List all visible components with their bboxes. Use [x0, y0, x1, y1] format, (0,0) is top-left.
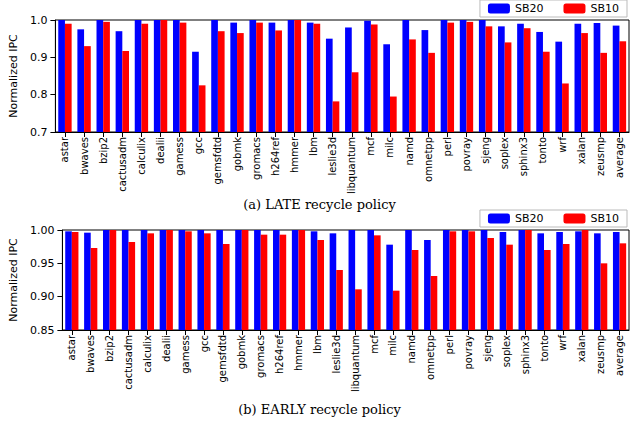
svg-text:leslie3d: leslie3d: [331, 335, 342, 374]
svg-text:gobmk: gobmk: [232, 137, 243, 172]
svg-text:SB20: SB20: [515, 2, 544, 15]
svg-text:SB10: SB10: [590, 2, 619, 15]
svg-text:calculix: calculix: [142, 335, 153, 373]
svg-text:bzip2: bzip2: [104, 335, 115, 362]
svg-text:gemsfdtd: gemsfdtd: [217, 335, 228, 383]
svg-text:SB10: SB10: [590, 212, 619, 225]
svg-text:libquantum: libquantum: [346, 137, 357, 194]
svg-text:tonto: tonto: [539, 335, 550, 361]
svg-text:mcf: mcf: [369, 335, 380, 354]
svg-text:0.9: 0.9: [30, 51, 48, 64]
svg-text:gcc: gcc: [193, 137, 204, 154]
svg-text:h264ref: h264ref: [270, 137, 281, 176]
svg-text:0.7: 0.7: [30, 126, 48, 139]
svg-text:milc: milc: [387, 335, 398, 356]
svg-text:0.8: 0.8: [30, 88, 48, 101]
svg-text:namd: namd: [406, 335, 417, 364]
svg-text:mcf: mcf: [365, 137, 376, 156]
svg-text:h264ref: h264ref: [274, 335, 285, 374]
svg-text:zeusmp: zeusmp: [595, 335, 606, 374]
svg-text:zeusmp: zeusmp: [595, 137, 606, 176]
svg-text:gromacs: gromacs: [255, 335, 266, 378]
svg-text:dealii: dealii: [155, 137, 166, 164]
svg-text:average: average: [614, 335, 625, 376]
svg-text:0.95: 0.95: [30, 257, 55, 270]
svg-text:sjeng: sjeng: [482, 335, 493, 362]
svg-text:lbm: lbm: [312, 335, 323, 354]
svg-text:dealii: dealii: [161, 335, 172, 362]
svg-text:1.0: 1.0: [30, 14, 48, 27]
svg-text:average: average: [614, 137, 625, 178]
svg-text:cactusadm: cactusadm: [123, 335, 134, 390]
svg-text:calculix: calculix: [136, 137, 147, 175]
svg-text:gromacs: gromacs: [251, 137, 262, 180]
svg-text:Normalized IPC: Normalized IPC: [7, 238, 20, 322]
svg-text:gobmk: gobmk: [236, 335, 247, 370]
svg-text:xalan: xalan: [576, 137, 587, 164]
svg-text:gamess: gamess: [174, 137, 185, 176]
svg-text:gamess: gamess: [180, 335, 191, 374]
svg-text:soplex: soplex: [501, 335, 512, 367]
svg-text:gemsfdtd: gemsfdtd: [212, 137, 223, 185]
svg-text:astar: astar: [59, 136, 70, 162]
svg-text:0.85: 0.85: [30, 324, 55, 337]
svg-text:perl: perl: [444, 335, 455, 354]
svg-text:Normalized IPC: Normalized IPC: [7, 34, 20, 118]
svg-text:1.00: 1.00: [30, 224, 55, 237]
svg-text:omnetpp: omnetpp: [425, 335, 436, 380]
svg-text:namd: namd: [404, 137, 415, 166]
svg-text:milc: milc: [384, 137, 395, 158]
svg-text:lbm: lbm: [308, 137, 319, 156]
svg-text:leslie3d: leslie3d: [327, 137, 338, 176]
svg-text:(b) EARLY recycle policy: (b) EARLY recycle policy: [238, 402, 401, 417]
svg-text:sjeng: sjeng: [480, 137, 491, 164]
svg-text:povray: povray: [463, 335, 474, 370]
svg-text:wrf: wrf: [557, 137, 568, 153]
svg-text:hmmer: hmmer: [289, 136, 300, 173]
svg-text:cactusadm: cactusadm: [117, 137, 128, 192]
svg-text:libquantum: libquantum: [350, 335, 361, 392]
svg-text:sphinx3: sphinx3: [518, 137, 529, 176]
svg-text:soplex: soplex: [499, 137, 510, 169]
svg-text:xalan: xalan: [576, 335, 587, 362]
svg-text:(a) LATE recycle policy: (a) LATE recycle policy: [243, 197, 396, 212]
svg-text:wrf: wrf: [557, 335, 568, 351]
svg-text:bwaves: bwaves: [79, 137, 90, 175]
svg-text:gcc: gcc: [199, 335, 210, 352]
svg-text:povray: povray: [461, 137, 472, 172]
svg-text:perl: perl: [442, 137, 453, 156]
svg-text:0.90: 0.90: [30, 290, 55, 303]
svg-text:bwaves: bwaves: [85, 335, 96, 373]
svg-text:omnetpp: omnetpp: [423, 137, 434, 182]
svg-text:SB20: SB20: [515, 212, 544, 225]
svg-text:hmmer: hmmer: [293, 334, 304, 371]
svg-text:bzip2: bzip2: [98, 137, 109, 164]
svg-text:tonto: tonto: [537, 137, 548, 163]
svg-text:astar: astar: [66, 334, 77, 360]
svg-text:sphinx3: sphinx3: [520, 335, 531, 374]
